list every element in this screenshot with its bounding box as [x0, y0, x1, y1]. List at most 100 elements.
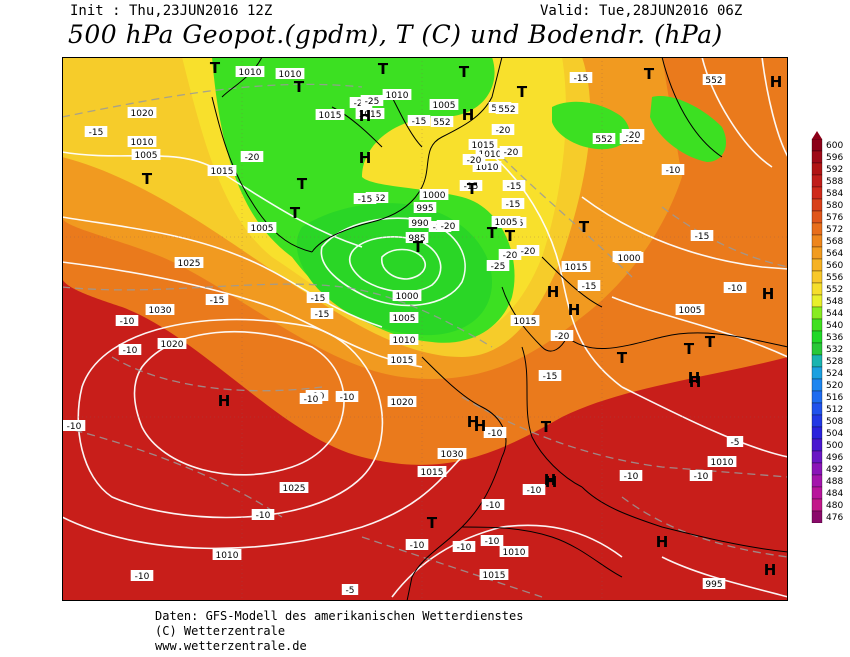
temperature-label-bg	[498, 249, 522, 260]
footer-data-source: Daten: GFS-Modell des amerikanischen Wet…	[155, 609, 524, 623]
geopotential-label-bg	[365, 192, 389, 203]
legend-value: 488	[826, 477, 843, 487]
legend-swatch	[811, 498, 823, 512]
pressure-label: 995	[705, 580, 722, 590]
temperature-label-bg	[436, 220, 460, 231]
pressure-label-bg	[157, 338, 187, 349]
pressure-label-bg	[499, 546, 529, 557]
legend-swatch	[811, 354, 823, 368]
geopotential-label: 552	[705, 76, 722, 86]
pressure-label: 1015	[472, 141, 495, 151]
legend-swatch	[811, 198, 823, 212]
pressure-label-bg	[437, 448, 467, 459]
valid-time: Valid: Tue,28JUN2016 06Z	[540, 3, 743, 19]
legend-swatch	[811, 366, 823, 380]
temperature-label-bg	[501, 198, 525, 209]
pressure-label: 1005	[251, 224, 274, 234]
pressure-label: 1010	[131, 138, 154, 148]
legend-swatch	[811, 486, 823, 500]
low-pressure-marker: T	[644, 65, 655, 83]
legend-swatch	[811, 510, 823, 523]
pressure-label: 1005	[495, 218, 518, 228]
legend-swatch	[811, 438, 823, 452]
legend-value: 584	[826, 189, 843, 199]
temperature-label-bg	[306, 292, 330, 303]
footer-copyright: (C) Wetterzentrale	[155, 624, 286, 638]
low-pressure-marker: T	[684, 340, 695, 358]
pressure-label: 1015	[359, 110, 382, 120]
legend-swatch	[811, 174, 823, 188]
pressure-label: 995	[416, 204, 433, 214]
legend-swatch	[811, 246, 823, 260]
pressure-label-bg	[387, 396, 417, 407]
temperature-label-bg	[459, 180, 483, 191]
temperature-label: -20	[441, 222, 456, 232]
temperature-label: -15	[210, 296, 225, 306]
temperature-label: -15	[315, 310, 330, 320]
temperature-label-bg	[550, 330, 574, 341]
high-pressure-marker: H	[218, 392, 231, 410]
temperature-label-bg	[480, 535, 504, 546]
high-pressure-marker: H	[467, 413, 480, 431]
legend-value: 556	[826, 273, 843, 283]
high-pressure-marker: H	[689, 373, 702, 391]
temperature-label-bg	[481, 499, 505, 510]
pressure-label: 1010	[393, 336, 416, 346]
legend-value: 512	[826, 405, 843, 415]
legend-value: 560	[826, 261, 843, 271]
pressure-label: 1025	[283, 484, 306, 494]
legend-value: 492	[826, 465, 843, 475]
pressure-label-bg	[413, 202, 437, 213]
temperature-label: -10	[340, 393, 355, 403]
high-pressure-marker: H	[764, 561, 777, 579]
high-pressure-marker: H	[462, 106, 475, 124]
pressure-label: 1010	[476, 163, 499, 173]
temperature-label: -15	[89, 128, 104, 138]
legend-swatch	[811, 258, 823, 272]
legend-value: 520	[826, 381, 843, 391]
pressure-label: 1030	[441, 450, 464, 460]
pressure-label-bg	[392, 290, 422, 301]
legend-value: 504	[826, 429, 843, 439]
footer: Daten: GFS-Modell des amerikanischen Wet…	[155, 609, 523, 654]
pressure-label: 1030	[149, 306, 172, 316]
temperature-label-bg	[335, 391, 359, 402]
legend-value: 532	[826, 345, 843, 355]
pressure-label-bg	[491, 216, 521, 227]
low-pressure-marker: T	[427, 514, 438, 532]
temperature-label: -10	[135, 572, 150, 582]
temperature-label-bg	[577, 280, 601, 291]
high-pressure-marker: H	[656, 533, 669, 551]
legend-swatch	[811, 186, 823, 200]
legend-value: 552	[826, 285, 843, 295]
temperature-label: -15	[358, 195, 373, 205]
pressure-label-bg	[614, 252, 644, 263]
pressure-label-bg	[127, 136, 157, 147]
temperature-label-bg	[538, 370, 562, 381]
temperature-label-bg	[240, 151, 264, 162]
legend-swatch	[811, 414, 823, 428]
temperature-label: -5	[731, 438, 740, 448]
geopotential-label-bg	[702, 74, 726, 85]
low-pressure-marker: T	[705, 333, 716, 351]
legend-value: 580	[826, 201, 843, 211]
low-pressure-marker: T	[378, 60, 389, 78]
legend-swatch	[811, 306, 823, 320]
temperature-label: -10	[694, 472, 709, 482]
pressure-label-bg	[675, 304, 705, 315]
low-pressure-marker: T	[541, 418, 552, 436]
high-pressure-marker: H	[688, 369, 701, 387]
temperature-label: -10	[488, 429, 503, 439]
temperature-label: -10	[304, 395, 319, 405]
legend-value: 540	[826, 321, 843, 331]
temperature-label: -15	[574, 74, 589, 84]
legend-value: 484	[826, 489, 843, 499]
temperature-label: -20	[521, 247, 536, 257]
temperature-label-bg	[205, 294, 229, 305]
temperature-label-bg	[690, 230, 714, 241]
temperature-label-bg	[516, 245, 540, 256]
temperature-label-bg	[299, 393, 323, 404]
pressure-label: 1010	[239, 68, 262, 78]
pressure-label: 1000	[423, 191, 446, 201]
temperature-label: -15	[582, 282, 597, 292]
